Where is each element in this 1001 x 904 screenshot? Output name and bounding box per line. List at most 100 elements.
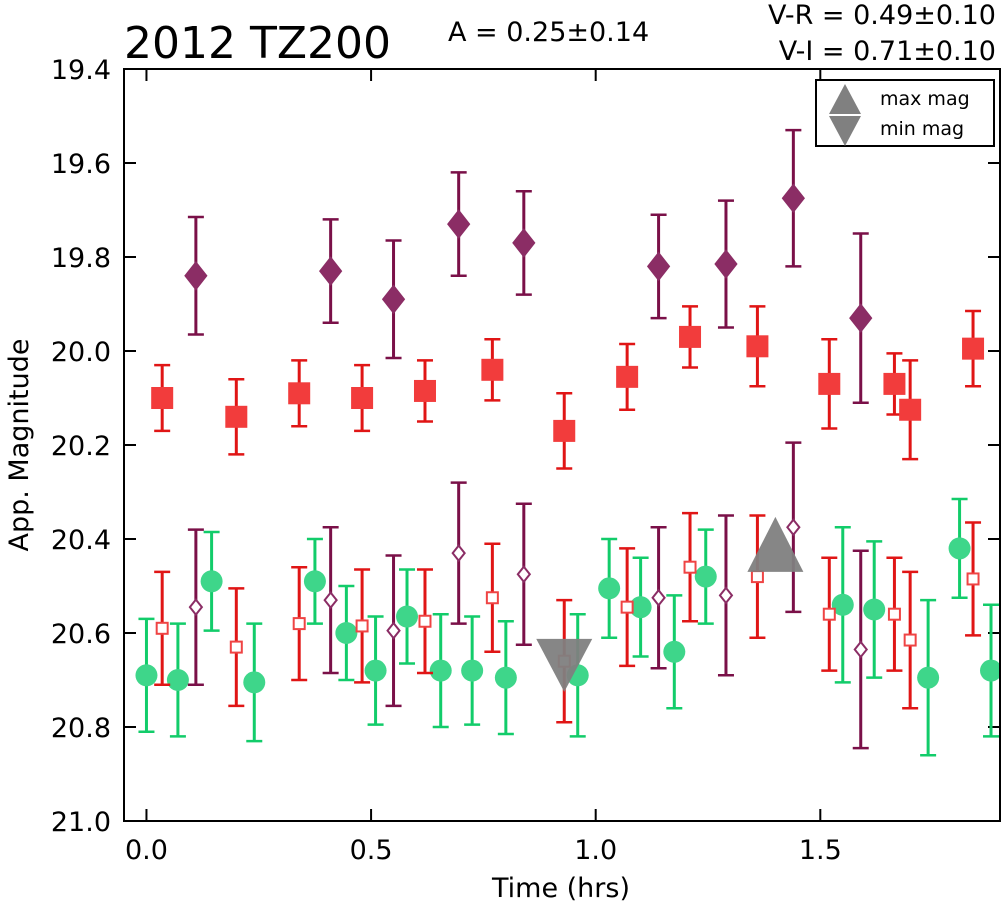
data-point-open-diamond (386, 621, 401, 640)
data-point-square (151, 387, 174, 409)
legend-triangle-up-icon (829, 84, 861, 114)
data-point-square (746, 335, 769, 358)
data-marks (135, 128, 1001, 757)
y-tick-label: 21.0 (51, 807, 111, 838)
data-point-open-diamond (651, 588, 666, 607)
data-point-square (553, 419, 576, 442)
data-point-square (962, 337, 985, 360)
series-diamond-filled (184, 128, 873, 404)
data-point-square (616, 365, 639, 388)
data-point-open-square (485, 591, 499, 605)
data-point-diamond (512, 228, 536, 258)
max-mag-triangle (747, 516, 804, 572)
color-index-vr: V-R = 0.49±0.10 (768, 0, 996, 31)
data-point-open-diamond (188, 598, 204, 617)
data-point-circle (335, 622, 358, 644)
data-point-diamond (184, 260, 208, 291)
data-point-circle (429, 659, 452, 682)
data-point-open-square (966, 572, 980, 586)
y-tick-label: 20.4 (51, 525, 111, 556)
data-point-circle (243, 671, 266, 694)
data-point-circle (629, 596, 652, 619)
series-diamond-open (187, 441, 869, 750)
data-point-circle (303, 570, 326, 593)
legend-label-min: min mag (880, 118, 964, 140)
data-point-square (413, 379, 436, 402)
data-point-circle (461, 659, 484, 682)
data-point-square (351, 387, 374, 409)
data-point-diamond (447, 209, 471, 239)
y-tick-label: 20.2 (51, 431, 111, 462)
data-point-circle (494, 666, 517, 689)
data-point-open-square (750, 570, 764, 584)
data-point-circle (364, 659, 387, 682)
x-tick-label: 1.0 (574, 835, 617, 866)
data-point-open-diamond (516, 565, 532, 584)
y-tick-label: 19.8 (51, 243, 111, 274)
data-point-circle (831, 593, 854, 616)
data-point-open-square (418, 614, 432, 628)
x-axis-label: Time (hrs) (491, 873, 630, 904)
y-tick-label: 20.0 (51, 337, 111, 368)
y-tick-label: 19.6 (51, 149, 111, 180)
data-point-open-square (620, 600, 634, 614)
data-point-open-square (292, 617, 306, 631)
data-point-open-diamond (786, 518, 801, 537)
legend-label-max: max mag (880, 88, 970, 110)
data-point-circle (948, 537, 971, 560)
data-point-open-square (355, 619, 369, 633)
data-point-diamond (849, 303, 873, 333)
data-point-diamond (319, 256, 343, 286)
data-point-open-square (229, 640, 243, 654)
data-point-circle (694, 565, 717, 588)
data-point-diamond (646, 251, 671, 282)
x-tick-label: 1.5 (799, 835, 842, 866)
chart-title: 2012 TZ200 (124, 18, 391, 69)
y-tick-label: 20.6 (51, 619, 111, 650)
data-point-circle (396, 605, 419, 628)
data-point-square (883, 372, 906, 395)
data-point-circle (917, 666, 940, 689)
series-square-open (154, 511, 982, 724)
y-tick-label: 19.4 (51, 55, 111, 86)
data-point-circle (663, 640, 686, 663)
data-point-open-diamond (451, 543, 466, 563)
data-point-square (288, 382, 311, 405)
data-point-open-diamond (853, 640, 869, 659)
series-square-filled (151, 305, 985, 470)
data-point-open-square (887, 607, 901, 621)
data-point-diamond (381, 284, 406, 315)
data-point-square (679, 325, 702, 348)
data-point-diamond (781, 183, 805, 214)
data-point-open-diamond (323, 590, 338, 610)
data-point-square (899, 398, 922, 421)
data-point-square (481, 358, 504, 381)
data-point-square (225, 405, 248, 428)
data-point-open-square (822, 607, 836, 621)
y-tick-label: 20.8 (51, 713, 111, 744)
data-point-diamond (714, 249, 738, 279)
x-tick-label: 0.0 (125, 835, 168, 866)
legend-triangle-down-icon (829, 116, 861, 146)
data-point-square (818, 372, 841, 395)
data-point-circle (200, 570, 223, 593)
y-axis-label: App. Magnitude (4, 339, 35, 552)
axis-ticks: 0.0 0.5 1.0 1.5 19.4 19.6 19.8 20.0 20.2 20.4 20.6… (51, 55, 1000, 866)
data-point-circle (980, 659, 1001, 682)
data-point-open-square (155, 621, 169, 635)
data-point-open-diamond (718, 586, 734, 605)
data-point-circle (863, 598, 886, 621)
data-point-circle (166, 669, 189, 691)
legend: max mag min mag (815, 79, 995, 147)
series-circle-filled (135, 497, 1001, 757)
color-index-vi: V-I = 0.71±0.10 (779, 36, 996, 67)
data-point-circle (135, 664, 158, 687)
data-point-open-square (683, 560, 697, 574)
min-mag-triangle (536, 638, 593, 692)
amplitude-label: A = 0.25±0.14 (448, 17, 649, 48)
data-point-circle (598, 577, 621, 600)
data-point-open-square (903, 633, 917, 647)
plot-frame (123, 68, 1001, 822)
x-tick-label: 0.5 (350, 835, 393, 866)
